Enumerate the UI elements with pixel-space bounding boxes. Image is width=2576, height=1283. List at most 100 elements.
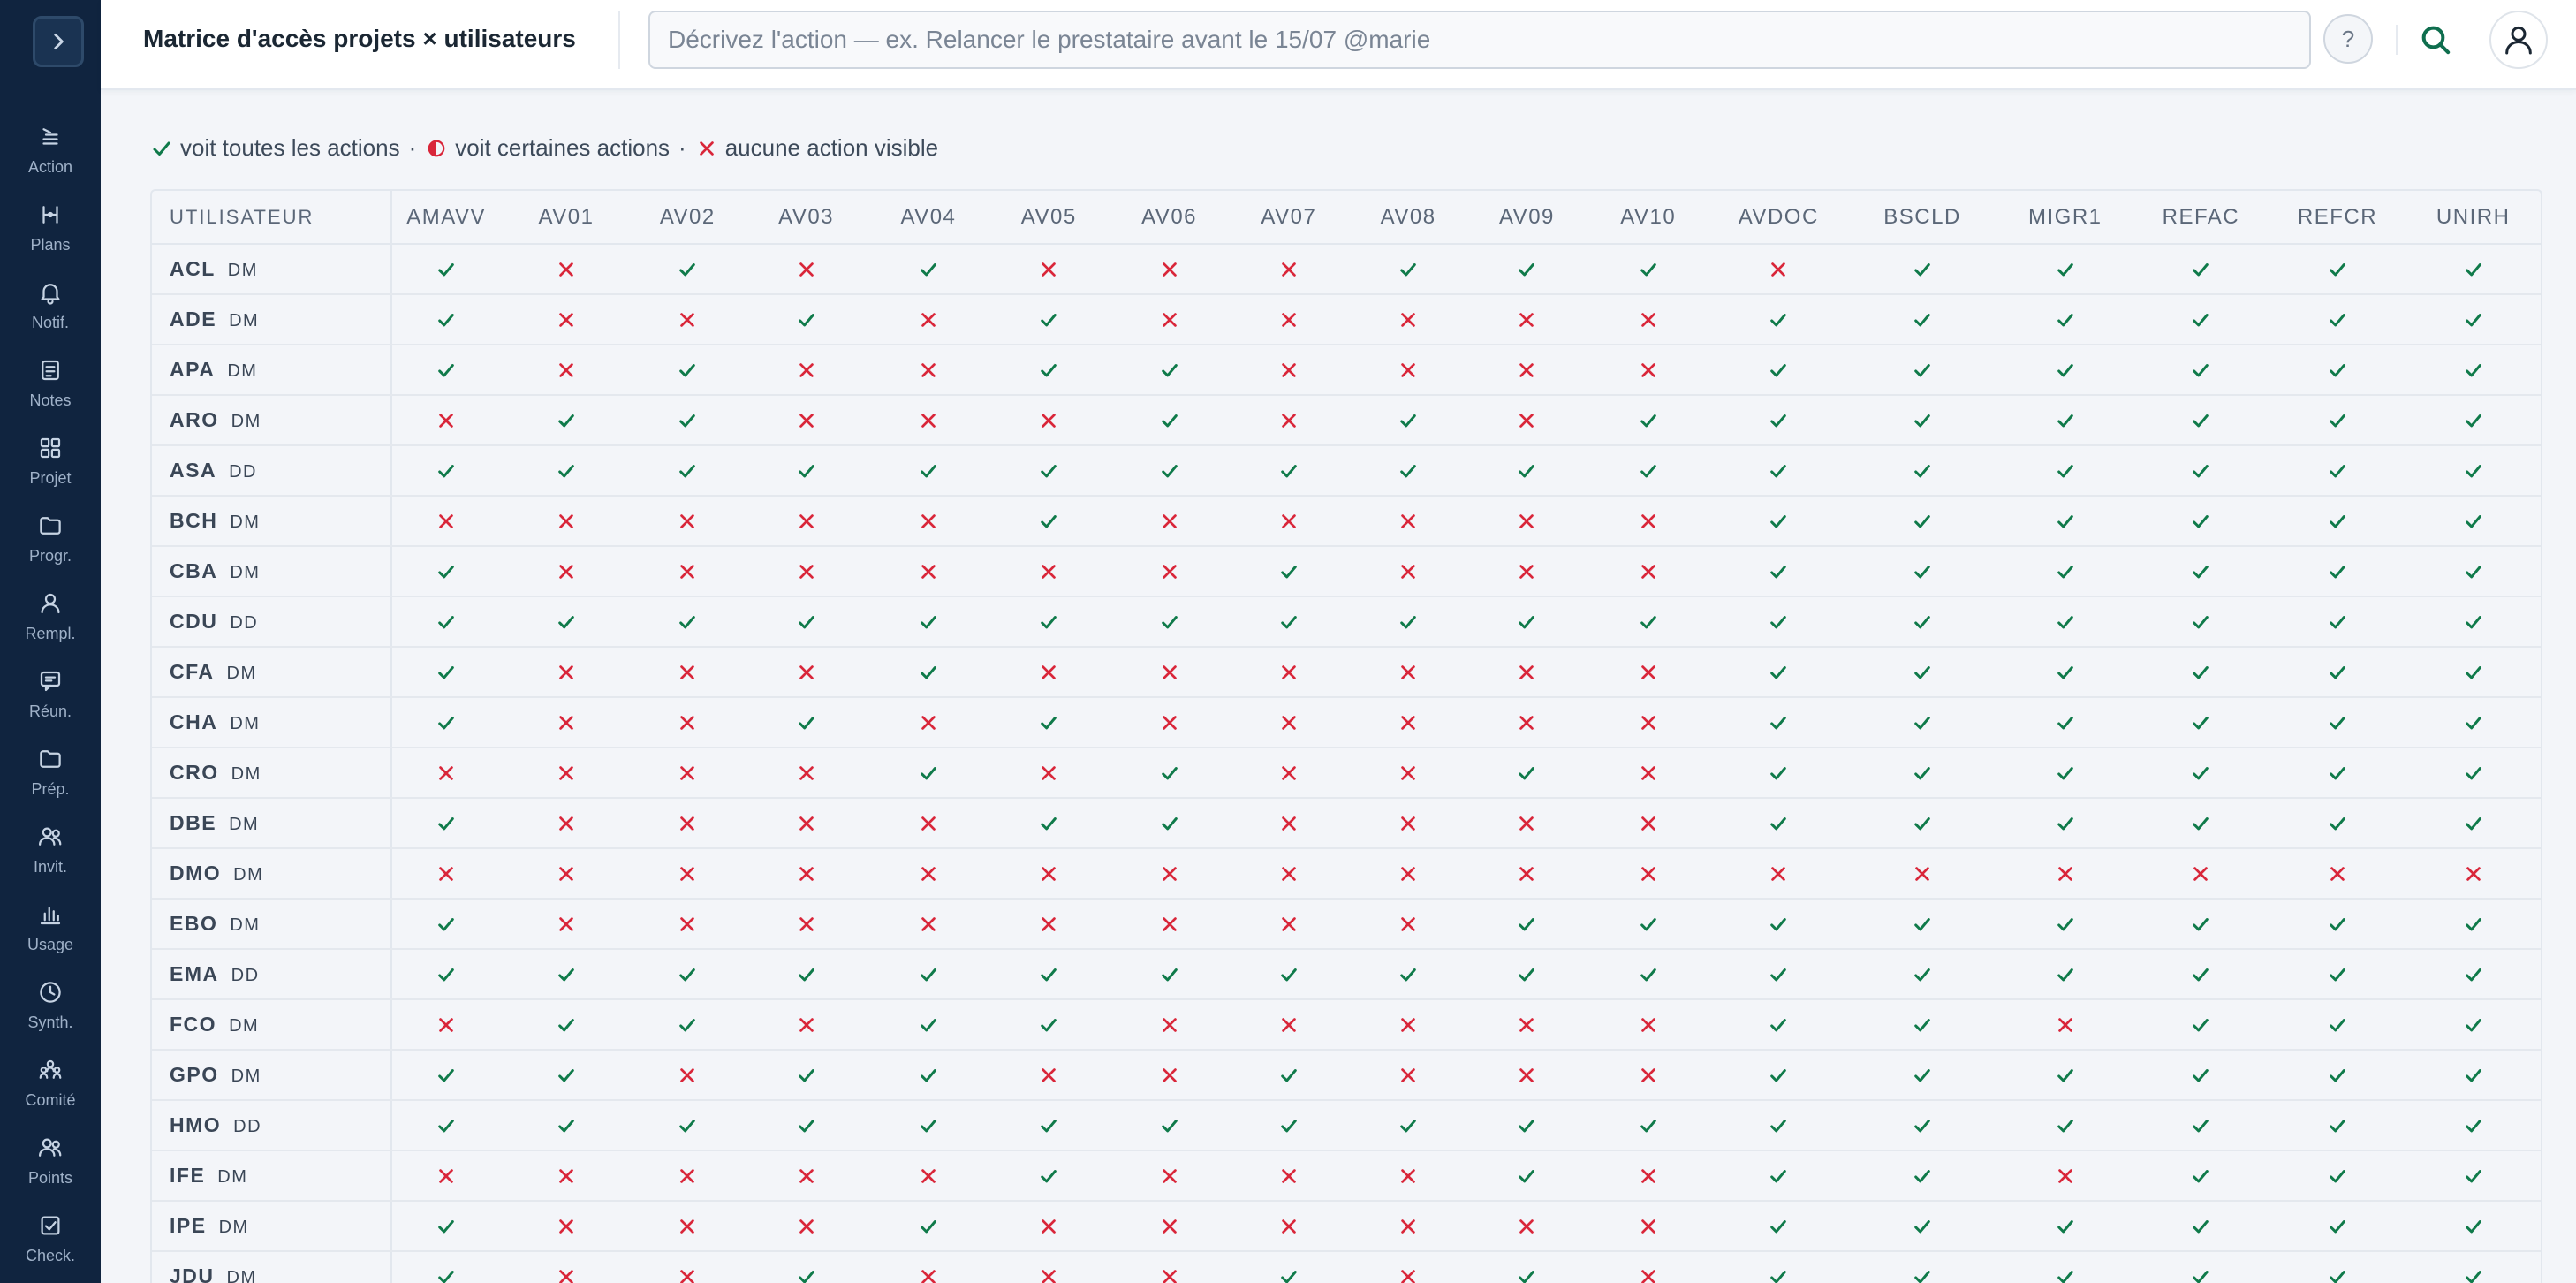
access-granted-cell[interactable]: [743, 596, 869, 648]
access-granted-cell[interactable]: [2133, 445, 2269, 497]
access-denied-cell[interactable]: [1586, 697, 1710, 748]
access-granted-cell[interactable]: [743, 1050, 869, 1101]
access-denied-cell[interactable]: [868, 496, 989, 547]
access-granted-cell[interactable]: [2269, 1150, 2406, 1202]
access-denied-cell[interactable]: [500, 345, 633, 396]
access-granted-cell[interactable]: [868, 244, 989, 295]
access-denied-cell[interactable]: [632, 1251, 744, 1283]
access-granted-cell[interactable]: [1997, 244, 2133, 295]
access-denied-cell[interactable]: [1349, 999, 1468, 1051]
access-denied-cell[interactable]: [500, 1201, 633, 1252]
access-denied-cell[interactable]: [1110, 1251, 1229, 1283]
access-denied-cell[interactable]: [1349, 697, 1468, 748]
access-granted-cell[interactable]: [2133, 647, 2269, 698]
sidebar-item-réun[interactable]: Réun.: [0, 666, 101, 737]
access-denied-cell[interactable]: [988, 546, 1110, 597]
access-denied-cell[interactable]: [390, 395, 501, 446]
access-denied-cell[interactable]: [868, 848, 989, 900]
access-granted-cell[interactable]: [2269, 345, 2406, 396]
access-granted-cell[interactable]: [2133, 1251, 2269, 1283]
access-granted-cell[interactable]: [1846, 1050, 1998, 1101]
access-granted-cell[interactable]: [988, 445, 1110, 497]
access-granted-cell[interactable]: [1846, 647, 1998, 698]
access-granted-cell[interactable]: [743, 949, 869, 1000]
access-denied-cell[interactable]: [743, 748, 869, 799]
access-granted-cell[interactable]: [2269, 949, 2406, 1000]
access-granted-cell[interactable]: [743, 1100, 869, 1151]
access-granted-cell[interactable]: [2406, 697, 2541, 748]
sidebar-item-action[interactable]: Action: [0, 122, 101, 193]
access-denied-cell[interactable]: [1349, 546, 1468, 597]
access-granted-cell[interactable]: [1709, 1201, 1847, 1252]
access-granted-cell[interactable]: [1846, 899, 1998, 950]
access-granted-cell[interactable]: [632, 1100, 744, 1151]
access-denied-cell[interactable]: [743, 848, 869, 900]
access-granted-cell[interactable]: [390, 1050, 501, 1101]
access-granted-cell[interactable]: [2406, 496, 2541, 547]
action-input[interactable]: [648, 11, 2311, 69]
access-granted-cell[interactable]: [1997, 798, 2133, 849]
access-denied-cell[interactable]: [500, 798, 633, 849]
access-granted-cell[interactable]: [1997, 294, 2133, 345]
access-granted-cell[interactable]: [2269, 395, 2406, 446]
access-granted-cell[interactable]: [1997, 596, 2133, 648]
access-granted-cell[interactable]: [390, 294, 501, 345]
access-denied-cell[interactable]: [632, 848, 744, 900]
access-granted-cell[interactable]: [988, 294, 1110, 345]
access-denied-cell[interactable]: [743, 496, 869, 547]
access-granted-cell[interactable]: [2269, 798, 2406, 849]
access-denied-cell[interactable]: [1586, 848, 1710, 900]
access-denied-cell[interactable]: [632, 1050, 744, 1101]
access-granted-cell[interactable]: [988, 1100, 1110, 1151]
access-granted-cell[interactable]: [1846, 496, 1998, 547]
access-denied-cell[interactable]: [868, 395, 989, 446]
access-granted-cell[interactable]: [2406, 899, 2541, 950]
access-granted-cell[interactable]: [1709, 798, 1847, 849]
access-denied-cell[interactable]: [1228, 647, 1349, 698]
access-granted-cell[interactable]: [390, 546, 501, 597]
access-denied-cell[interactable]: [1228, 999, 1349, 1051]
access-granted-cell[interactable]: [632, 395, 744, 446]
access-granted-cell[interactable]: [988, 798, 1110, 849]
sidebar-item-notif[interactable]: Notif.: [0, 277, 101, 348]
sidebar-item-usage[interactable]: Usage: [0, 900, 101, 970]
access-granted-cell[interactable]: [2133, 899, 2269, 950]
sidebar-item-synth[interactable]: Synth.: [0, 977, 101, 1048]
access-granted-cell[interactable]: [1709, 999, 1847, 1051]
access-denied-cell[interactable]: [1349, 647, 1468, 698]
access-denied-cell[interactable]: [868, 1251, 989, 1283]
access-denied-cell[interactable]: [1709, 848, 1847, 900]
access-denied-cell[interactable]: [632, 294, 744, 345]
access-granted-cell[interactable]: [1997, 899, 2133, 950]
access-granted-cell[interactable]: [1709, 1150, 1847, 1202]
access-denied-cell[interactable]: [1467, 395, 1587, 446]
access-granted-cell[interactable]: [868, 647, 989, 698]
access-granted-cell[interactable]: [500, 1050, 633, 1101]
access-granted-cell[interactable]: [1467, 949, 1587, 1000]
access-denied-cell[interactable]: [632, 798, 744, 849]
access-granted-cell[interactable]: [743, 294, 869, 345]
access-granted-cell[interactable]: [1846, 294, 1998, 345]
access-denied-cell[interactable]: [390, 999, 501, 1051]
access-granted-cell[interactable]: [1586, 244, 1710, 295]
access-denied-cell[interactable]: [390, 848, 501, 900]
access-granted-cell[interactable]: [988, 496, 1110, 547]
access-granted-cell[interactable]: [1467, 596, 1587, 648]
access-granted-cell[interactable]: [1846, 596, 1998, 648]
access-denied-cell[interactable]: [632, 496, 744, 547]
access-granted-cell[interactable]: [2133, 546, 2269, 597]
access-granted-cell[interactable]: [988, 596, 1110, 648]
access-granted-cell[interactable]: [1709, 1050, 1847, 1101]
access-granted-cell[interactable]: [1709, 596, 1847, 648]
access-denied-cell[interactable]: [988, 899, 1110, 950]
access-denied-cell[interactable]: [1467, 546, 1587, 597]
search-button[interactable]: [2413, 18, 2458, 62]
access-granted-cell[interactable]: [1228, 949, 1349, 1000]
access-denied-cell[interactable]: [1467, 697, 1587, 748]
access-granted-cell[interactable]: [500, 949, 633, 1000]
access-granted-cell[interactable]: [2133, 999, 2269, 1051]
sidebar-item-projet[interactable]: Projet: [0, 433, 101, 504]
access-granted-cell[interactable]: [868, 999, 989, 1051]
access-granted-cell[interactable]: [1709, 294, 1847, 345]
access-granted-cell[interactable]: [1467, 445, 1587, 497]
